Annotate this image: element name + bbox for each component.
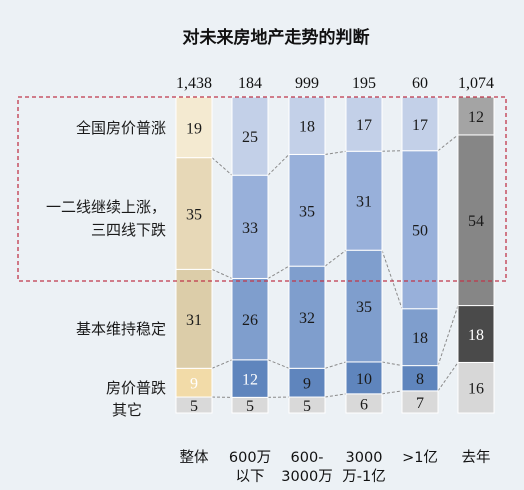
bar-segment bbox=[401, 150, 439, 310]
connector-line bbox=[381, 390, 403, 395]
connector-line bbox=[324, 150, 347, 155]
connector-line bbox=[437, 362, 459, 392]
bar-segment bbox=[175, 367, 213, 398]
bar-segment bbox=[231, 277, 269, 361]
data-label: 25 bbox=[242, 129, 258, 146]
total-label: 184 bbox=[238, 75, 262, 92]
connector-line bbox=[267, 154, 290, 176]
series-label: 房价普跌 bbox=[106, 379, 166, 397]
connector-line bbox=[437, 134, 459, 152]
series-label: 其它 bbox=[112, 401, 142, 419]
bars: 5 9 31 35 19 5 12 26 33 25 5 9 32 35 18 6 10 35 31 17 7 8 18 50… bbox=[175, 96, 495, 415]
data-label: 7 bbox=[416, 395, 424, 412]
total-label: 1,074 bbox=[458, 75, 494, 92]
chart-title: 对未来房地产走势的判断 bbox=[183, 27, 370, 48]
data-label: 9 bbox=[303, 376, 311, 393]
data-label: 18 bbox=[468, 327, 484, 344]
data-label: 26 bbox=[242, 312, 258, 329]
connector-line bbox=[324, 361, 347, 369]
bar-segment bbox=[345, 361, 383, 395]
series-labels: 其它 房价普跌 基本维持稳定 一二线继续上涨， 三四线下跌 全国房价普涨 bbox=[46, 119, 166, 419]
category-label: 600-3000万 bbox=[281, 450, 332, 485]
data-label: 5 bbox=[190, 398, 198, 415]
bar-segment bbox=[457, 305, 495, 363]
data-label: 9 bbox=[190, 376, 198, 393]
data-label: 19 bbox=[186, 120, 202, 137]
series-label: 一二线继续上涨， bbox=[46, 198, 166, 216]
totals: 1,438 184 999 195 60 1,074 bbox=[176, 75, 494, 92]
bar-segment bbox=[175, 96, 213, 159]
bar-segment bbox=[457, 134, 495, 307]
data-label: 31 bbox=[356, 194, 372, 211]
category-label: 去年 bbox=[462, 449, 491, 466]
category-label: >1亿 bbox=[402, 449, 438, 466]
data-label: 5 bbox=[303, 398, 311, 415]
data-label: 33 bbox=[242, 220, 258, 237]
series-label: 基本维持稳定 bbox=[76, 320, 166, 338]
bar-segment bbox=[231, 359, 269, 398]
data-label: 32 bbox=[299, 310, 315, 327]
total-label: 999 bbox=[295, 75, 319, 92]
bar-segment bbox=[175, 157, 213, 270]
data-label: 8 bbox=[416, 371, 424, 388]
connector-line bbox=[267, 359, 290, 369]
data-label: 17 bbox=[412, 117, 428, 134]
connector-line bbox=[381, 250, 403, 309]
data-label: 54 bbox=[468, 213, 484, 230]
total-label: 60 bbox=[412, 75, 428, 92]
bar-segment bbox=[401, 365, 439, 392]
connector-line bbox=[211, 268, 233, 279]
data-label: 12 bbox=[468, 109, 484, 126]
bar-segment bbox=[288, 96, 326, 155]
data-label: 10 bbox=[356, 371, 372, 388]
total-label: 1,438 bbox=[176, 75, 212, 92]
data-label: 18 bbox=[412, 330, 428, 347]
bar-segment bbox=[175, 268, 213, 369]
bar-segment bbox=[288, 153, 326, 267]
data-label: 6 bbox=[360, 396, 368, 413]
category-label: 600万以下 bbox=[229, 450, 271, 485]
connector-line bbox=[211, 157, 233, 176]
category-label: 3000 万-1亿 bbox=[342, 450, 385, 485]
series-label: 三四线下跌 bbox=[91, 221, 166, 239]
connector-line bbox=[324, 393, 347, 398]
connector-line bbox=[267, 265, 290, 279]
bar-segment bbox=[288, 265, 326, 369]
bar-segment bbox=[231, 174, 269, 279]
data-label: 17 bbox=[356, 117, 372, 134]
bar-segment bbox=[345, 96, 383, 152]
data-label: 50 bbox=[412, 223, 428, 240]
data-label: 35 bbox=[186, 207, 202, 224]
connector-line bbox=[211, 359, 233, 369]
category-label: 整体 bbox=[180, 449, 209, 466]
connector-line bbox=[381, 150, 403, 152]
category-labels: 整体 600万以下 600-3000万 3000 万-1亿 >1亿 去年 bbox=[180, 449, 491, 485]
series-label: 全国房价普涨 bbox=[76, 119, 166, 137]
connector-line bbox=[381, 361, 403, 367]
data-label: 18 bbox=[299, 119, 315, 136]
data-label: 31 bbox=[186, 312, 202, 329]
bar-segment bbox=[401, 96, 439, 152]
data-label: 16 bbox=[468, 381, 484, 398]
data-label: 35 bbox=[299, 203, 315, 220]
data-label: 35 bbox=[356, 299, 372, 316]
connector-line bbox=[437, 305, 459, 366]
data-label: 5 bbox=[246, 398, 254, 415]
data-label: 12 bbox=[242, 372, 258, 389]
connector-line bbox=[324, 249, 347, 267]
bar-segment bbox=[231, 96, 269, 176]
bar-segment bbox=[345, 150, 383, 251]
segment-connectors bbox=[211, 134, 459, 398]
total-label: 195 bbox=[352, 75, 376, 92]
